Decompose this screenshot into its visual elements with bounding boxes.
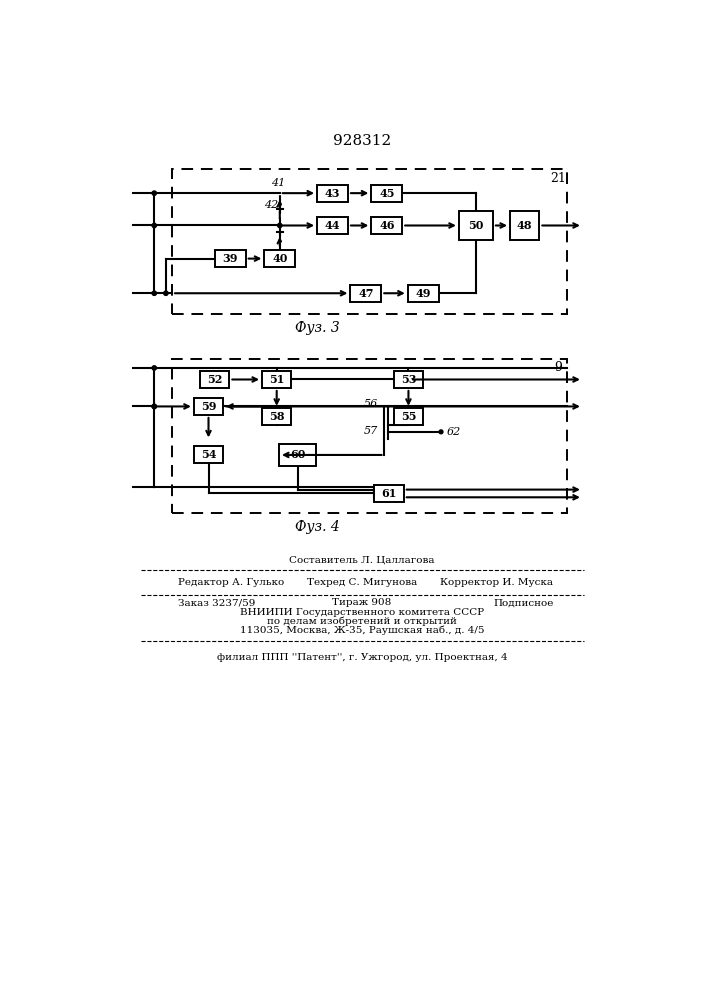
Text: 58: 58: [269, 411, 284, 422]
FancyBboxPatch shape: [459, 211, 493, 240]
Text: 50: 50: [468, 220, 484, 231]
Text: 42: 42: [264, 200, 279, 210]
Text: филиал ППП ''Патент'', г. Ужгород, ул. Проектная, 4: филиал ППП ''Патент'', г. Ужгород, ул. П…: [216, 653, 507, 662]
Text: Составитель Л. Цаллагова: Составитель Л. Цаллагова: [289, 556, 435, 565]
Text: ВНИИПИ Государственного комитета СССР: ВНИИПИ Государственного комитета СССР: [240, 608, 484, 617]
Text: 113035, Москва, Ж-35, Раушская наб., д. 4/5: 113035, Москва, Ж-35, Раушская наб., д. …: [240, 626, 484, 635]
Circle shape: [152, 223, 156, 228]
Text: 39: 39: [223, 253, 238, 264]
Text: 61: 61: [381, 488, 397, 499]
Text: 44: 44: [325, 220, 340, 231]
FancyBboxPatch shape: [279, 444, 316, 466]
FancyBboxPatch shape: [262, 408, 291, 425]
FancyBboxPatch shape: [374, 485, 404, 502]
FancyBboxPatch shape: [351, 285, 381, 302]
Text: 60: 60: [290, 449, 305, 460]
Circle shape: [439, 430, 443, 434]
Text: Редактор А. Гулько: Редактор А. Гулько: [177, 578, 284, 587]
Text: Фуз. 4: Фуз. 4: [295, 520, 339, 534]
Text: 47: 47: [358, 288, 373, 299]
Text: 55: 55: [401, 411, 416, 422]
Circle shape: [278, 223, 282, 228]
Text: 59: 59: [201, 401, 216, 412]
FancyBboxPatch shape: [371, 185, 402, 202]
Text: 41: 41: [271, 178, 286, 188]
Text: по делам изобретений и открытий: по делам изобретений и открытий: [267, 617, 457, 626]
Text: 62: 62: [446, 427, 461, 437]
Text: Корректор И. Муска: Корректор И. Муска: [440, 578, 554, 587]
Text: 21: 21: [550, 172, 566, 185]
Text: 54: 54: [201, 449, 216, 460]
Text: 928312: 928312: [333, 134, 391, 148]
FancyBboxPatch shape: [194, 446, 223, 463]
Circle shape: [164, 291, 168, 295]
Circle shape: [152, 404, 156, 409]
FancyBboxPatch shape: [394, 408, 423, 425]
FancyBboxPatch shape: [317, 185, 348, 202]
FancyBboxPatch shape: [194, 398, 223, 415]
FancyBboxPatch shape: [510, 211, 539, 240]
Text: 56: 56: [364, 399, 378, 409]
Text: 9: 9: [554, 361, 562, 374]
Text: 53: 53: [401, 374, 416, 385]
Text: 52: 52: [207, 374, 223, 385]
FancyBboxPatch shape: [264, 250, 296, 267]
FancyBboxPatch shape: [408, 285, 438, 302]
FancyBboxPatch shape: [371, 217, 402, 234]
Circle shape: [152, 291, 156, 295]
Text: Подписное: Подписное: [493, 598, 554, 607]
Text: Фуз. 3: Фуз. 3: [295, 321, 339, 335]
Text: 51: 51: [269, 374, 284, 385]
Text: Заказ 3237/59: Заказ 3237/59: [177, 598, 255, 607]
FancyBboxPatch shape: [317, 217, 348, 234]
Circle shape: [152, 191, 156, 195]
Text: 57: 57: [364, 426, 378, 436]
Text: 45: 45: [379, 188, 395, 199]
Text: Техред С. Мигунова: Техред С. Мигунова: [307, 578, 417, 587]
Text: 49: 49: [416, 288, 431, 299]
Circle shape: [152, 404, 156, 409]
FancyBboxPatch shape: [200, 371, 230, 388]
FancyBboxPatch shape: [394, 371, 423, 388]
Text: 48: 48: [517, 220, 532, 231]
Text: Тираж 908: Тираж 908: [332, 598, 392, 607]
FancyBboxPatch shape: [215, 250, 246, 267]
Text: 43: 43: [325, 188, 340, 199]
FancyBboxPatch shape: [262, 371, 291, 388]
Circle shape: [152, 366, 156, 370]
Text: 46: 46: [379, 220, 395, 231]
Text: 40: 40: [272, 253, 288, 264]
